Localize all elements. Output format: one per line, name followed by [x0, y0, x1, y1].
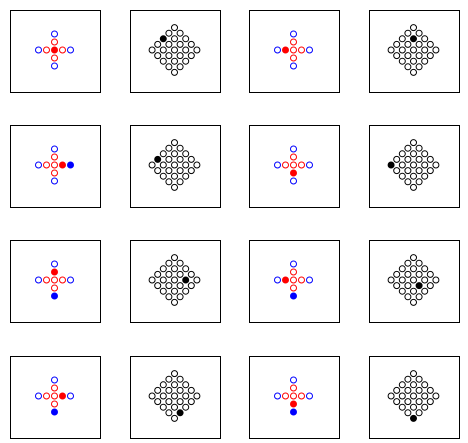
panel-frame	[370, 11, 460, 93]
red-node-n	[52, 269, 58, 275]
red-node-w	[283, 277, 289, 283]
panel-frame	[131, 357, 221, 439]
panel-frame	[370, 241, 460, 323]
blue-node-ss	[291, 293, 297, 299]
blue-node-ss	[52, 293, 58, 299]
panel-4-2	[131, 357, 221, 439]
panel-2-1	[11, 126, 101, 208]
red-node-s	[291, 401, 297, 407]
panel-4-4	[370, 357, 460, 439]
panel-frame	[11, 357, 101, 439]
panel-frame	[250, 241, 340, 323]
lattice-node-1-3	[160, 36, 166, 42]
panel-frame	[370, 357, 460, 439]
panel-1-4	[370, 11, 460, 93]
lattice-node-1-4	[155, 156, 161, 162]
panel-frame	[131, 11, 221, 93]
panel-frame	[370, 126, 460, 208]
panel-2-2	[131, 126, 221, 208]
panel-frame	[250, 126, 340, 208]
lattice-node-2-2	[411, 36, 417, 42]
blue-node-ss	[52, 409, 58, 415]
lattice-node-4-2	[183, 277, 189, 283]
panel-1-2	[131, 11, 221, 93]
panel-4-3	[250, 357, 340, 439]
red-node-e	[60, 162, 66, 168]
blue-node-ss	[291, 409, 297, 415]
panel-frame	[11, 126, 101, 208]
panel-frame	[131, 241, 221, 323]
panel-3-3	[250, 241, 340, 323]
panel-frame	[250, 11, 340, 93]
lattice-node-1-5	[388, 162, 394, 168]
panel-3-1	[11, 241, 101, 323]
panel-1-1	[11, 11, 101, 93]
blue-node-ee	[68, 162, 74, 168]
panel-frame	[11, 241, 101, 323]
lattice-node-4-3	[416, 283, 422, 289]
panel-frame	[250, 357, 340, 439]
lattice-node-5-4	[177, 410, 183, 416]
panel-1-3	[250, 11, 340, 93]
panel-frame	[131, 126, 221, 208]
red-node-s	[291, 170, 297, 176]
red-node-w	[283, 47, 289, 53]
red-node-e	[60, 393, 66, 399]
panel-2-4	[370, 126, 460, 208]
panel-2-3	[250, 126, 340, 208]
lattice-node-5-5	[411, 415, 417, 421]
panel-3-4	[370, 241, 460, 323]
red-node-c	[52, 47, 58, 53]
panel-3-2	[131, 241, 221, 323]
panel-4-1	[11, 357, 101, 439]
